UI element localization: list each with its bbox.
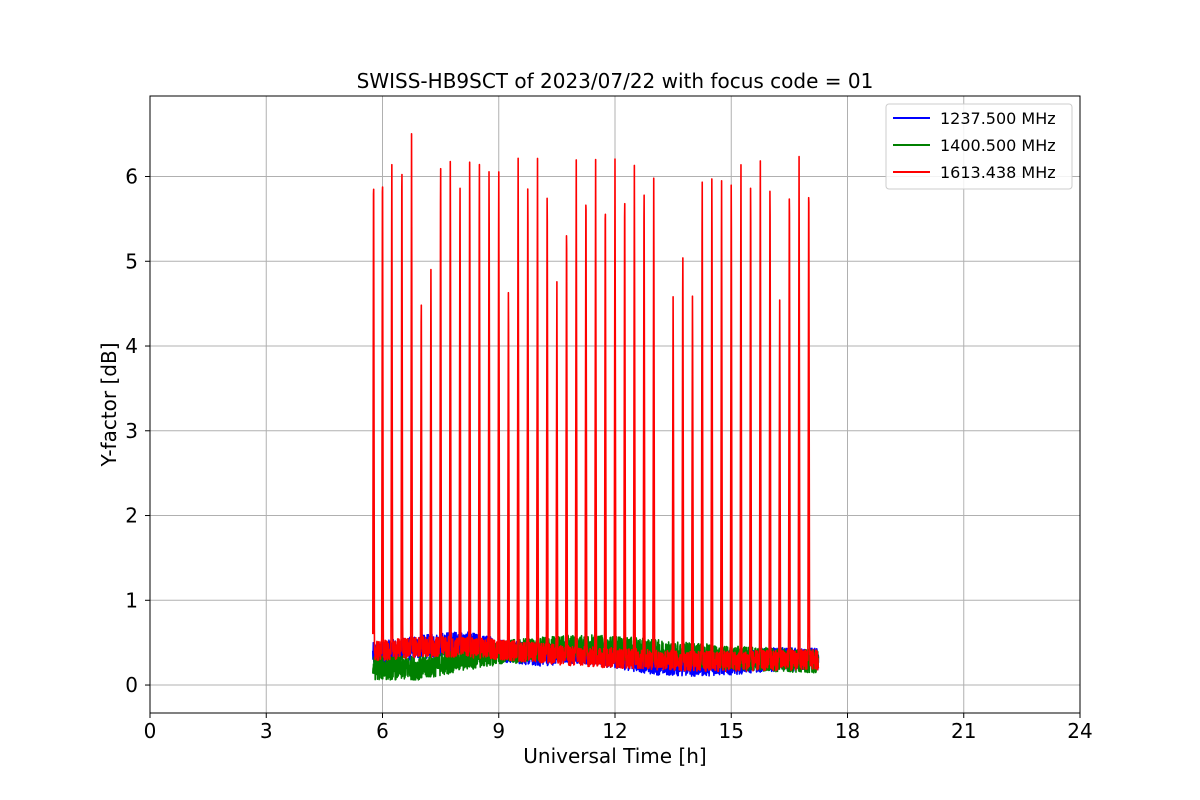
- y-tick-label: 6: [125, 165, 138, 189]
- x-tick-label: 9: [492, 719, 505, 743]
- x-tick-label: 24: [1067, 719, 1092, 743]
- y-tick-label: 0: [125, 673, 138, 697]
- legend-box: [885, 103, 1073, 190]
- x-tick-label: 15: [719, 719, 744, 743]
- legend-label-1237-500-mhz: 1237.500 MHz: [940, 109, 1056, 128]
- x-tick-label: 0: [144, 719, 157, 743]
- x-tick-label: 6: [376, 719, 389, 743]
- legend-label-1613-438-mhz: 1613.438 MHz: [940, 163, 1056, 182]
- y-tick-label: 5: [125, 249, 138, 273]
- y-tick-label: 4: [125, 334, 138, 358]
- series-line-1613-438-mhz: [372, 132, 820, 673]
- legend-label-1400-500-mhz: 1400.500 MHz: [940, 136, 1056, 155]
- legend: 1237.500 MHz 1400.500 MHz 1613.438 MHz: [885, 103, 1073, 190]
- chart-title: SWISS-HB9SCT of 2023/07/22 with focus co…: [357, 69, 874, 93]
- x-tick-label: 12: [602, 719, 627, 743]
- y-axis-label: Y-factor [dB]: [97, 342, 121, 467]
- x-axis-label: Universal Time [h]: [523, 744, 706, 768]
- y-tick-label: 1: [125, 588, 138, 612]
- x-tick-label: 18: [835, 719, 860, 743]
- plot-area: [372, 132, 820, 681]
- x-tick-label: 3: [260, 719, 273, 743]
- y-tick-label: 3: [125, 419, 138, 443]
- y-tick-label: 2: [125, 504, 138, 528]
- x-tick-label: 21: [951, 719, 976, 743]
